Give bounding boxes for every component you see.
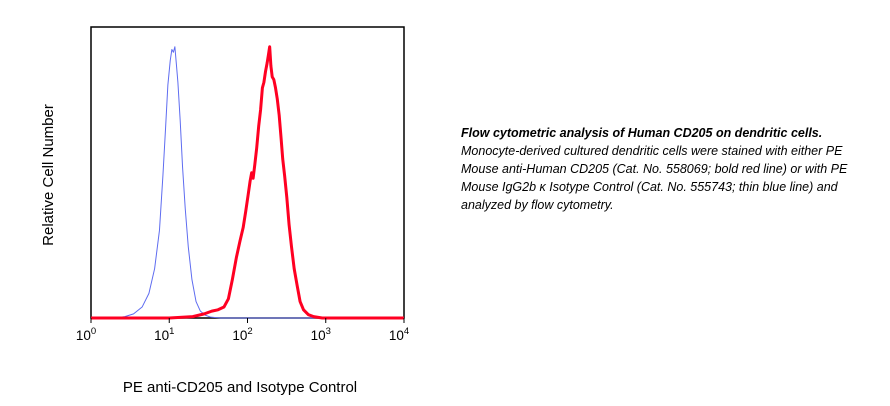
series-isotype-line bbox=[91, 46, 404, 319]
caption-body: Monocyte-derived cultured dendritic cell… bbox=[461, 144, 848, 212]
x-tick-label: 101 bbox=[154, 326, 174, 343]
caption-lead: Flow cytometric analysis of Human CD205 … bbox=[461, 126, 823, 140]
x-tick-label: 102 bbox=[232, 326, 252, 343]
x-tick-label: 104 bbox=[389, 326, 409, 343]
x-tick-label: 100 bbox=[76, 326, 96, 343]
x-tick-label: 103 bbox=[311, 326, 331, 343]
figure-caption: Flow cytometric analysis of Human CD205 … bbox=[461, 124, 861, 214]
y-axis-label: Relative Cell Number bbox=[40, 104, 57, 246]
x-axis-label: PE anti-CD205 and Isotype Control bbox=[123, 379, 357, 396]
plot-frame bbox=[90, 26, 405, 319]
series-cd205-line bbox=[91, 45, 404, 320]
